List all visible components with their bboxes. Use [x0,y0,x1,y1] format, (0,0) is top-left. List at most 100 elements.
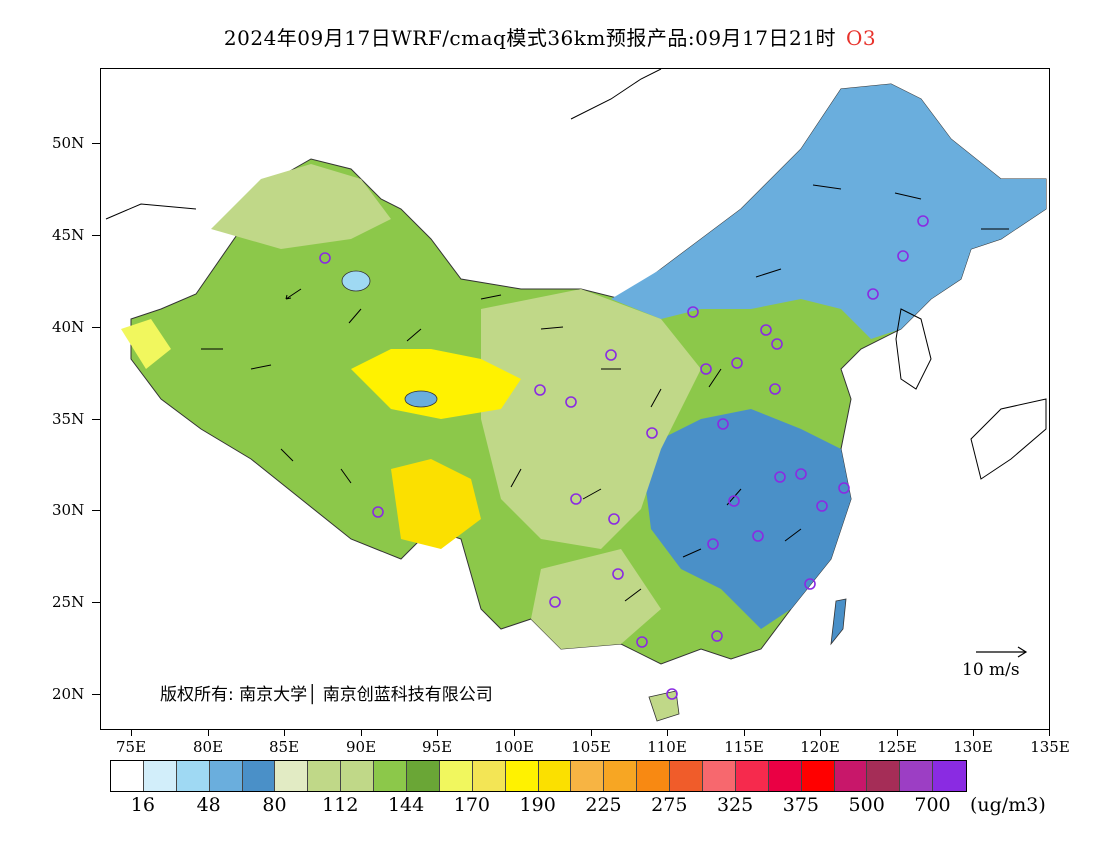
blue-ozone-region [611,84,1046,339]
legend-label: 325 [716,794,754,816]
lat-label-30n: 30N [52,501,85,519]
xinjiang-lake [341,270,371,292]
legend-swatch [407,761,440,791]
legend-label: 16 [130,794,155,816]
map-svg [105,69,1047,722]
title-text: 2024年09月17日WRF/cmaq模式36km预报产品:09月17日21时 [223,26,836,50]
lon-label-130e: 130E [953,738,993,756]
legend-label: 48 [196,794,221,816]
hainan-island [648,690,680,722]
legend-swatch [571,761,605,791]
legend-swatch [735,761,769,791]
korea-coast [895,308,932,390]
caspian-coast [105,203,197,220]
species-label: O3 [845,26,877,50]
lat-label-50n: 50N [52,134,85,152]
lat-label-35n: 35N [52,410,85,428]
lon-tick [667,730,668,736]
lon-tick [284,730,285,736]
lon-tick [820,730,821,736]
lightgreen-west-region [211,164,391,249]
lat-tick [92,143,100,144]
legend-unit: (ug/m3) [970,794,1046,816]
lon-label-75e: 75E [115,738,147,756]
russia-coast [570,69,662,120]
legend-swatch [900,761,934,791]
lon-tick [437,730,438,736]
lat-tick [92,419,100,420]
lat-label-45n: 45N [52,226,85,244]
legend-swatch [143,761,177,791]
legend-swatch [505,761,539,791]
lon-label-115e: 115E [724,738,764,756]
legend-label: 275 [651,794,688,816]
lon-tick [1049,730,1050,736]
lon-tick [897,730,898,736]
japan-coast [970,398,1047,480]
lon-tick [361,730,362,736]
lat-label-40n: 40N [52,318,85,336]
lon-tick [744,730,745,736]
lightgreen-south-region [531,549,661,649]
lon-label-125e: 125E [877,738,917,756]
legend-label: 500 [848,794,885,816]
lon-label-80e: 80E [192,738,224,756]
yellow-ozone-area-south [391,459,481,549]
taiwan-island [830,598,847,646]
lon-label-90e: 90E [345,738,377,756]
legend-swatch [111,761,144,791]
legend-swatch [538,761,572,791]
legend-swatch [439,761,473,791]
lat-tick [92,510,100,511]
map-frame [100,68,1050,730]
wind-scale-arrow [976,646,1028,658]
lightgreen-central-region [481,289,701,549]
lon-label-95e: 95E [421,738,453,756]
legend-swatch [703,761,736,791]
lon-label-135e: 135E [1030,738,1070,756]
wind-scale-label: 10 m/s [962,660,1020,680]
legend-swatch [637,761,671,791]
yellowgreen-patch [121,319,171,369]
legend-label: 225 [585,794,622,816]
legend-swatch [176,761,210,791]
lat-tick [92,602,100,603]
legend-swatch [242,761,276,791]
lat-tick [92,327,100,328]
legend-swatch [834,761,868,791]
lat-label-25n: 25N [52,593,85,611]
lat-tick [92,235,100,236]
lon-tick [208,730,209,736]
lon-label-100e: 100E [494,738,534,756]
lon-label-85e: 85E [268,738,300,756]
blue-east-region [641,409,851,629]
wind-arrows [201,184,1009,602]
copyright-text: 版权所有: 南京大学│ 南京创蓝科技有限公司 [160,685,493,705]
lat-label-20n: 20N [52,685,85,703]
legend-swatch [670,761,704,791]
lon-label-105e: 105E [571,738,611,756]
lon-label-120e: 120E [800,738,840,756]
lat-tick [92,694,100,695]
legend-swatch [308,761,342,791]
legend-swatch [604,761,638,791]
legend-swatch [867,761,901,791]
legend-swatch [374,761,408,791]
lon-label-110e: 110E [647,738,687,756]
qinghai-lake [404,390,438,408]
legend-label: 700 [914,794,951,816]
legend-swatch [275,761,309,791]
legend-swatch [209,761,243,791]
lon-tick [591,730,592,736]
lon-tick [131,730,132,736]
lon-tick [973,730,974,736]
legend-label: 170 [453,794,491,816]
legend-swatch [801,761,835,791]
legend-swatch [472,761,506,791]
map-title: 2024年09月17日WRF/cmaq模式36km预报产品:09月17日21时 O… [0,22,1100,51]
legend-swatch [768,761,802,791]
city-markers [319,215,929,700]
legend-swatch [341,761,375,791]
legend-label: 80 [262,794,287,816]
legend-swatch [933,761,967,791]
